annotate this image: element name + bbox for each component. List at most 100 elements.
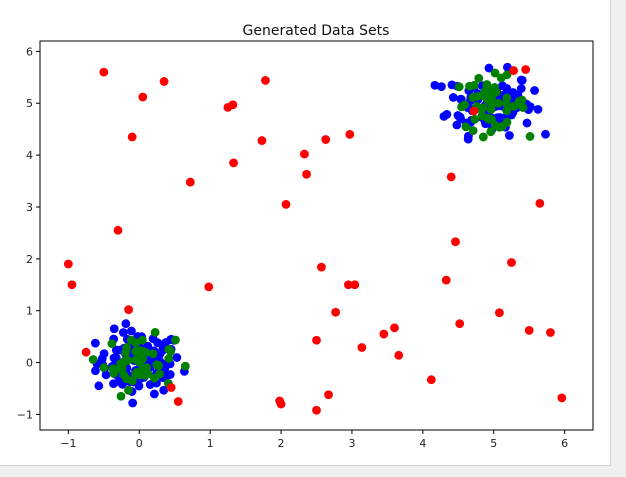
scatter-point — [331, 307, 341, 317]
cluster-point — [138, 354, 148, 364]
cluster-point — [486, 105, 496, 114]
x-tick-label: 0 — [136, 437, 143, 450]
cluster-point — [116, 359, 126, 369]
scatter-point — [469, 106, 479, 116]
cluster-point — [472, 92, 482, 101]
cluster-point — [463, 134, 473, 144]
cluster-point — [126, 326, 136, 336]
cluster-point — [502, 117, 512, 127]
y-tick-label: −1 — [17, 408, 33, 421]
cluster-point — [457, 102, 467, 112]
scatter-point — [509, 66, 518, 75]
cluster-point — [442, 109, 452, 119]
scatter-point — [81, 347, 91, 357]
cluster-point — [541, 129, 550, 139]
cluster-point — [97, 354, 107, 363]
cluster-point — [90, 338, 100, 348]
scatter-point — [451, 237, 460, 247]
cluster-point — [501, 98, 511, 108]
x-tick-label: 2 — [278, 437, 285, 450]
scatter-point — [394, 350, 404, 360]
cluster-point — [124, 385, 133, 395]
cluster-point — [152, 360, 162, 370]
scatter-point — [521, 65, 531, 74]
scatter-point — [159, 77, 169, 86]
cluster-point — [496, 73, 506, 83]
cluster-point — [530, 86, 539, 95]
scatter-point — [124, 305, 134, 315]
cluster-point — [516, 75, 526, 85]
cluster-point — [94, 381, 104, 391]
cluster-point — [488, 97, 497, 107]
cluster-point — [180, 361, 190, 371]
cluster-point — [127, 376, 137, 386]
cluster-point — [490, 68, 500, 78]
cluster-point — [145, 380, 155, 389]
cluster-point — [474, 73, 484, 83]
cluster-point — [91, 366, 100, 376]
y-tick-label: 0 — [26, 357, 33, 370]
cluster-point — [166, 347, 176, 356]
scatter-point — [312, 335, 321, 345]
x-tick-label: 1 — [207, 437, 214, 450]
cluster-point — [109, 324, 119, 334]
scatter-point — [166, 383, 176, 392]
scatter-point — [357, 343, 367, 352]
cluster-point — [149, 373, 159, 383]
cluster-point — [101, 370, 111, 380]
scatter-point — [113, 225, 123, 235]
y-axis: −1 0 1 2 3 4 5 6 — [17, 45, 40, 421]
y-tick-label: 2 — [26, 253, 33, 266]
x-tick-label: 6 — [561, 437, 568, 450]
scatter-point — [441, 275, 451, 285]
y-tick-label: 5 — [26, 97, 33, 110]
cluster-point — [119, 370, 129, 380]
scatter-point — [257, 136, 267, 145]
cluster-point — [116, 391, 126, 401]
scatter-point — [261, 76, 270, 85]
scatter-point — [535, 198, 545, 208]
cluster-point — [517, 95, 527, 105]
scatter-point — [300, 149, 309, 159]
cluster-point — [484, 63, 494, 73]
x-tick-label: 4 — [419, 437, 426, 450]
cluster-point — [468, 126, 478, 136]
scatter-point — [63, 259, 73, 269]
y-tick-label: 1 — [26, 305, 33, 318]
cluster-point — [447, 80, 457, 90]
x-tick-label: −1 — [60, 437, 76, 450]
cluster-point — [478, 132, 488, 142]
cluster-point — [114, 377, 124, 386]
scatter-point — [204, 282, 214, 292]
scatter-point — [524, 326, 534, 335]
cluster-point — [159, 385, 169, 395]
y-tick-label: 4 — [26, 149, 33, 162]
scatter-point — [276, 399, 286, 409]
cluster-point — [470, 114, 480, 124]
scatter-point — [345, 129, 355, 139]
cluster-point — [118, 328, 128, 337]
cluster-point — [498, 81, 507, 91]
cluster-point — [109, 353, 119, 363]
scatter-point — [324, 390, 333, 400]
x-tick-label: 5 — [490, 437, 497, 450]
cluster-point — [508, 88, 518, 97]
cluster-point — [99, 363, 109, 372]
cluster-point — [465, 81, 474, 91]
cluster-point — [108, 364, 118, 374]
cluster-point — [518, 103, 528, 112]
scatter-point — [507, 258, 516, 267]
scatter-point — [67, 280, 77, 290]
cluster-point — [533, 104, 543, 114]
cluster-point — [505, 131, 514, 140]
cluster-point — [162, 371, 172, 381]
cluster-point — [171, 335, 180, 345]
x-tick-label: 3 — [348, 437, 355, 450]
scatter-point — [546, 328, 555, 337]
cluster-point — [131, 355, 141, 365]
scatter-point — [321, 135, 331, 144]
scatter-point — [229, 158, 238, 168]
cluster-point — [522, 118, 532, 128]
cluster-point — [525, 132, 535, 141]
cluster-point — [486, 127, 496, 137]
